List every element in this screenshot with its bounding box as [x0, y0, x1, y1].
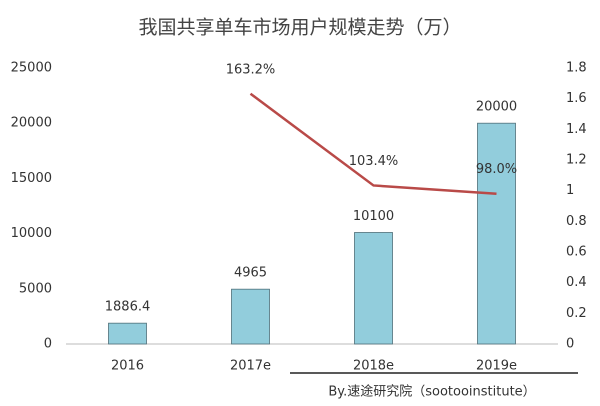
bar	[231, 288, 270, 345]
y-tick-label: 0	[44, 337, 52, 352]
y2-tick-label: 0.8	[566, 214, 587, 229]
y-tick-label: 10000	[11, 226, 52, 241]
annotation: By.速途研究院（sootooinstitute）	[328, 384, 535, 400]
bar-value-label: 10100	[353, 209, 394, 224]
bar-value-label: 20000	[476, 100, 517, 115]
y2-tick-label: 0	[566, 337, 574, 352]
y-tick-label: 5000	[19, 281, 52, 296]
y-tick-label: 15000	[11, 171, 52, 186]
y2-tick-label: 1.4	[566, 122, 587, 137]
bar	[108, 322, 147, 345]
x-tick-label: 2019e	[476, 359, 517, 374]
line-value-label: 103.4%	[349, 154, 399, 169]
y2-tick-label: 0.4	[566, 275, 587, 290]
line	[249, 92, 497, 195]
y2-tick-label: 1.8	[566, 61, 587, 76]
bar	[354, 232, 393, 345]
y-tick-label: 25000	[11, 61, 52, 76]
bar	[477, 122, 516, 345]
y2-tick-label: 0.6	[566, 245, 587, 260]
chart-title: 我国共享单车市场用户规模走势（万）	[138, 17, 461, 39]
line-value-label: 98.0%	[476, 162, 517, 177]
x-tick-label: 2016	[111, 359, 144, 374]
y2-tick-label: 1.6	[566, 91, 587, 106]
line-value-label: 163.2%	[226, 62, 276, 77]
y2-tick-label: 1.2	[566, 153, 587, 168]
y2-tick-label: 1	[566, 183, 574, 198]
bar-value-label: 4965	[234, 266, 267, 281]
x-tick-label: 2017e	[230, 359, 271, 374]
x-tick-label: 2018e	[353, 359, 394, 374]
y2-tick-label: 0.2	[566, 306, 587, 321]
bar-value-label: 1886.4	[105, 300, 151, 315]
y-tick-label: 20000	[11, 116, 52, 131]
